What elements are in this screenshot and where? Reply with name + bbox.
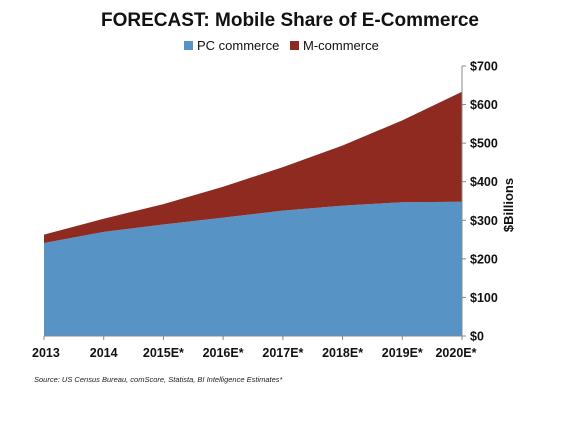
y-tick-label: $700 <box>470 60 498 74</box>
y-tick-label: $500 <box>470 137 498 151</box>
x-axis: 2013 2014 2015E* 2016E* 2017E* 2018E* 2019E* 20… <box>32 335 477 360</box>
y-axis: $0 $100 $200 $300 $400 $500 $600 $700 <box>461 60 498 344</box>
x-tick-label: 2015E* <box>143 346 184 360</box>
x-tick-label: 2013 <box>32 346 60 360</box>
legend-swatch-mobile <box>290 41 299 50</box>
x-tick-label: 2019E* <box>382 346 423 360</box>
area-m-commerce <box>44 91 462 243</box>
area-pc-commerce <box>44 201 462 336</box>
plot-areas <box>44 91 462 336</box>
legend: PC commerce M-commerce <box>184 38 379 53</box>
legend-label-pc: PC commerce <box>197 38 279 53</box>
y-tick-label: $300 <box>470 214 498 228</box>
x-tick-label: 2020E* <box>435 346 476 360</box>
chart-title: FORECAST: Mobile Share of E-Commerce <box>101 10 479 31</box>
x-tick-label: 2018E* <box>322 346 363 360</box>
source-note: Source: US Census Bureau, comScore, Stat… <box>34 375 283 384</box>
y-tick-label: $0 <box>470 330 484 344</box>
x-tick-label: 2017E* <box>262 346 303 360</box>
x-tick-label: 2016E* <box>203 346 244 360</box>
y-tick-label: $100 <box>470 291 498 305</box>
x-tick-label: 2014 <box>90 346 118 360</box>
legend-label-mobile: M-commerce <box>303 38 379 53</box>
y-tick-label: $600 <box>470 98 498 112</box>
y-tick-label: $200 <box>470 252 498 266</box>
y-axis-label: $Billions <box>501 178 516 232</box>
legend-swatch-pc <box>184 41 193 50</box>
y-tick-label: $400 <box>470 175 498 189</box>
